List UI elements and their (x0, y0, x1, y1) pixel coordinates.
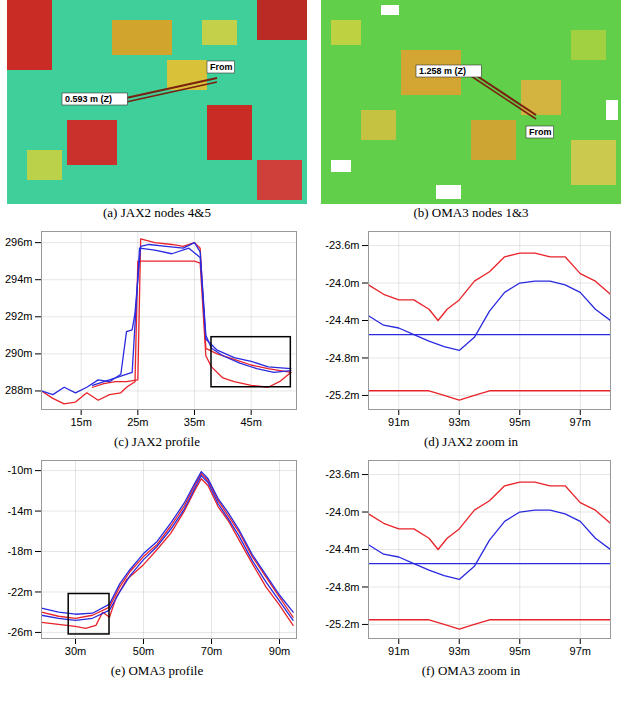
html-text:(b) OMA3 nodes 1&3: (b) OMA3 nodes 1&3 (413, 205, 529, 220)
html-text:(f) OMA3 zoom in: (f) OMA3 zoom in (421, 663, 521, 678)
svg-text:-23.6m: -23.6m (325, 468, 359, 480)
svg-text:-24.8m: -24.8m (325, 351, 359, 363)
svg-text:91m: 91m (388, 645, 409, 657)
svg-text:-24.4m: -24.4m (325, 314, 359, 326)
html-text:(e) OMA3 profile: (e) OMA3 profile (110, 663, 204, 678)
svg-text:30m: 30m (65, 645, 86, 657)
svg-text:45m: 45m (240, 416, 261, 428)
svg-text:50m: 50m (133, 645, 154, 657)
svg-text:From: From (210, 62, 233, 72)
svg-text:-25.2m: -25.2m (325, 389, 359, 401)
html-text:(d) JAX2 zoom in: (d) JAX2 zoom in (423, 434, 519, 449)
svg-text:25m: 25m (127, 416, 148, 428)
svg-text:91m: 91m (388, 416, 409, 428)
svg-text:-24.0m: -24.0m (325, 277, 359, 289)
html-text:(c) JAX2 profile: (c) JAX2 profile (114, 434, 200, 449)
svg-text:-22m: -22m (7, 585, 32, 597)
svg-text:15m: 15m (70, 416, 91, 428)
svg-text:-25.2m: -25.2m (325, 618, 359, 630)
svg-text:292m: 292m (5, 310, 33, 322)
svg-text:-23.6m: -23.6m (325, 239, 359, 251)
svg-text:90m: 90m (269, 645, 290, 657)
svg-text:From: From (529, 127, 552, 137)
svg-text:296m: 296m (5, 236, 33, 248)
svg-text:294m: 294m (5, 273, 33, 285)
svg-text:97m: 97m (570, 645, 591, 657)
svg-text:288m: 288m (5, 384, 33, 396)
svg-text:0.593 m (Z): 0.593 m (Z) (65, 94, 112, 104)
svg-text:93m: 93m (449, 645, 470, 657)
svg-text:-18m: -18m (7, 545, 32, 557)
svg-text:290m: 290m (5, 347, 33, 359)
svg-text:95m: 95m (509, 645, 530, 657)
svg-text:-24.8m: -24.8m (325, 580, 359, 592)
svg-text:97m: 97m (570, 416, 591, 428)
svg-text:70m: 70m (201, 645, 222, 657)
svg-text:93m: 93m (449, 416, 470, 428)
svg-text:95m: 95m (509, 416, 530, 428)
html-text:(a) JAX2 nodes 4&5: (a) JAX2 nodes 4&5 (103, 205, 211, 220)
svg-text:-14m: -14m (7, 505, 32, 517)
svg-text:-10m: -10m (7, 464, 32, 476)
svg-text:-24.4m: -24.4m (325, 543, 359, 555)
svg-text:35m: 35m (184, 416, 205, 428)
svg-text:-24.0m: -24.0m (325, 506, 359, 518)
svg-text:-26m: -26m (7, 626, 32, 638)
svg-text:1.258 m (Z): 1.258 m (Z) (419, 66, 466, 76)
